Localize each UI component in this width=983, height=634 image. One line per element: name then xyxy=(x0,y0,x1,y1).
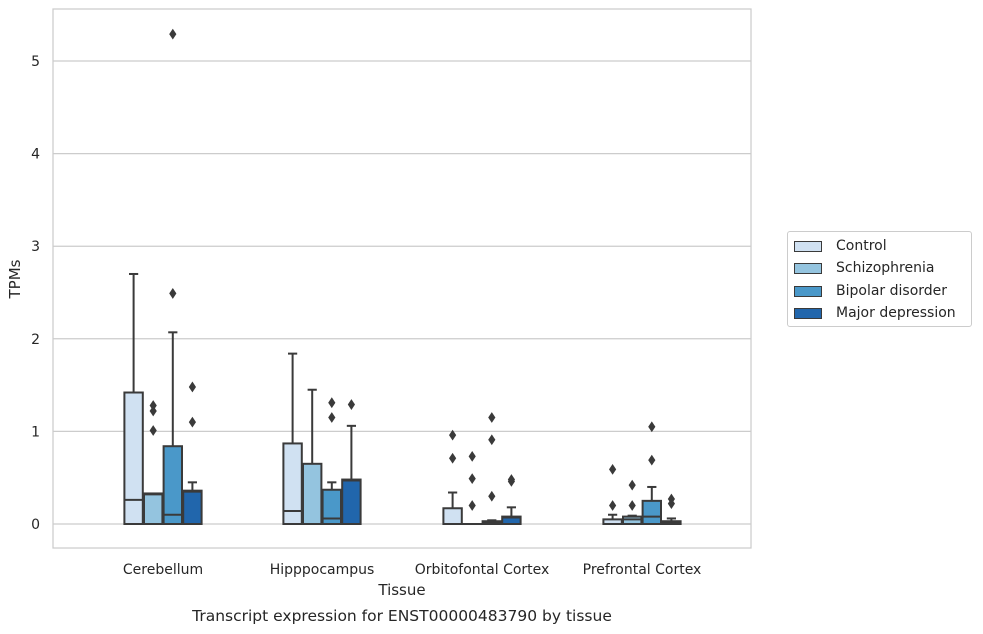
y-tick-label: 1 xyxy=(31,424,40,440)
box-body xyxy=(182,489,203,525)
y-axis-label: TPMs xyxy=(6,259,24,299)
box-body xyxy=(341,478,362,525)
y-tick-label: 0 xyxy=(31,517,40,533)
legend-item-bipolar-disorder: Bipolar disorder xyxy=(794,282,947,300)
tick-layer: 0 1 2 3 4 5 Cerebellum Hipppocampus Orbitofontal… xyxy=(31,54,701,578)
box-major-depression xyxy=(661,493,682,525)
x-tick-label: Cerebellum xyxy=(123,562,203,578)
legend-item-control: Control xyxy=(794,237,887,255)
outlier-point xyxy=(648,421,656,433)
outlier-point xyxy=(169,288,177,299)
outlier-point xyxy=(628,500,636,511)
outlier-point xyxy=(188,381,196,393)
outlier-point xyxy=(468,473,476,485)
box-control xyxy=(442,429,463,525)
outlier-point xyxy=(149,425,157,436)
box-body xyxy=(123,391,144,525)
legend-swatch-schizophrenia xyxy=(794,262,822,274)
outlier-point xyxy=(347,399,355,410)
outlier-point xyxy=(149,405,157,417)
box-body xyxy=(641,499,662,526)
box-layer xyxy=(123,28,682,526)
legend-swatch-control xyxy=(794,240,822,252)
legend-swatch-bipolar-disorder xyxy=(794,285,822,297)
box-schizophrenia xyxy=(143,400,164,525)
y-tick-label: 4 xyxy=(31,147,40,163)
outlier-point xyxy=(449,429,457,441)
outlier-point xyxy=(449,452,457,464)
legend-item-major-depression: Major depression xyxy=(794,304,956,322)
outlier-point xyxy=(169,28,177,40)
outlier-point xyxy=(507,476,515,487)
y-tick-label: 5 xyxy=(31,54,40,70)
box-bipolar-disorder xyxy=(481,412,503,525)
outlier-point xyxy=(468,451,476,462)
box-body xyxy=(321,488,343,526)
x-tick-label: Orbitofontal Cortex xyxy=(415,562,550,578)
legend-label-bipolar-disorder: Bipolar disorder xyxy=(836,283,948,299)
outlier-point xyxy=(628,479,636,491)
x-tick-label: Hipppocampus xyxy=(270,562,375,578)
outlier-point xyxy=(648,454,656,466)
plot-area-frame xyxy=(52,8,752,549)
x-axis-label: Tissue xyxy=(377,581,425,599)
grid-layer xyxy=(53,60,751,525)
outlier-point xyxy=(609,463,617,475)
outlier-point xyxy=(488,490,496,502)
y-tick-label: 3 xyxy=(31,239,40,255)
outlier-point xyxy=(488,434,496,446)
box-major-depression xyxy=(501,474,522,525)
box-body xyxy=(162,445,184,525)
y-tick-label: 2 xyxy=(31,332,40,348)
legend-item-schizophrenia: Schizophrenia xyxy=(794,259,934,277)
outlier-point xyxy=(609,500,617,511)
box-control xyxy=(282,352,303,525)
outlier-point xyxy=(488,412,496,423)
legend-swatch-major-depression xyxy=(794,307,822,319)
box-body xyxy=(442,507,463,525)
legend-label-major-depression: Major depression xyxy=(836,305,956,321)
box-schizophrenia xyxy=(462,451,483,526)
chart-legend: Control Schizophrenia Bipolar disorder M… xyxy=(787,231,972,327)
box-major-depression xyxy=(341,399,362,525)
outlier-point xyxy=(188,416,196,428)
outlier-point xyxy=(667,498,675,510)
outlier-point xyxy=(468,500,476,511)
box-body xyxy=(143,492,164,525)
box-body xyxy=(282,442,303,525)
box-body xyxy=(302,462,323,525)
outlier-point xyxy=(328,397,336,409)
box-schizophrenia xyxy=(302,388,323,525)
box-schizophrenia xyxy=(622,479,643,525)
legend-label-schizophrenia: Schizophrenia xyxy=(836,260,935,276)
legend-label-control: Control xyxy=(836,238,887,254)
box-control xyxy=(123,272,144,525)
outlier-point xyxy=(149,400,157,411)
box-major-depression xyxy=(182,381,203,525)
box-bipolar-disorder xyxy=(321,397,343,526)
outlier-point xyxy=(328,412,336,423)
x-tick-label: Prefrontal Cortex xyxy=(583,562,702,578)
chart-caption: Transcript expression for ENST0000048379… xyxy=(191,607,612,625)
box-bipolar-disorder xyxy=(641,421,662,526)
box-bipolar-disorder xyxy=(162,28,184,525)
box-control xyxy=(602,463,623,525)
